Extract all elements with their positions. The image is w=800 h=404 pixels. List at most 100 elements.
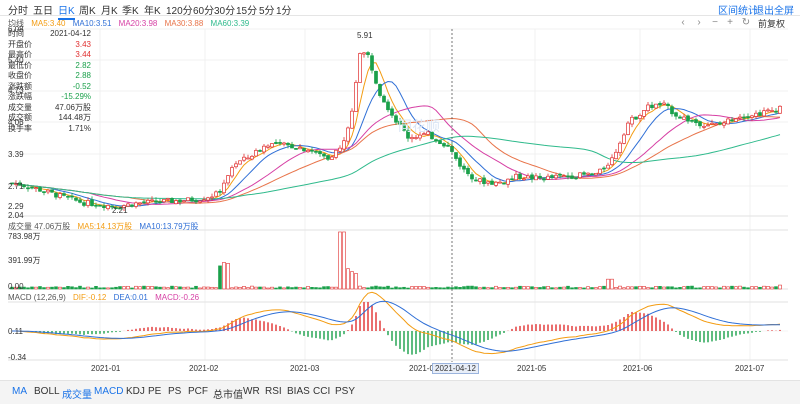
tab-macd[interactable]: MACD bbox=[94, 386, 124, 397]
x-tick-jul: 2021-07 bbox=[735, 364, 765, 373]
candle-body bbox=[486, 181, 490, 184]
candle-body bbox=[510, 178, 514, 181]
adjust-mode-button[interactable]: 前复权 bbox=[758, 19, 786, 29]
tab-volume[interactable]: 成交量 bbox=[62, 390, 92, 401]
volume-bar bbox=[726, 286, 730, 290]
volume-legend: 成交量 47.06万股 MA5:14.13万股 MA10:13.79万股 bbox=[8, 221, 204, 232]
x-tick-jun: 2021-06 bbox=[623, 364, 653, 373]
candle-body bbox=[246, 157, 250, 160]
candle-body bbox=[14, 183, 18, 185]
candle-body bbox=[162, 198, 166, 203]
volume-bar bbox=[738, 285, 742, 290]
range-stats-link[interactable]: 区间统计 bbox=[718, 6, 758, 17]
candle-body bbox=[310, 149, 314, 152]
candle-body bbox=[86, 200, 90, 206]
candle-body bbox=[762, 110, 766, 117]
volume-bar bbox=[182, 286, 186, 290]
x-tick-feb: 2021-02 bbox=[189, 364, 219, 373]
candle-body bbox=[506, 178, 510, 185]
tab-boll[interactable]: BOLL bbox=[34, 386, 60, 397]
candle-body bbox=[666, 103, 670, 106]
tab-yearly-k[interactable]: 年K bbox=[144, 6, 161, 17]
volume-bar bbox=[226, 263, 230, 290]
tab-ps[interactable]: PS bbox=[168, 386, 182, 397]
period-tabbar: 分时 五日 日K 周K 月K 季K 年K 120分 60分 30分 15分 5分… bbox=[0, 0, 800, 20]
candle-body bbox=[590, 173, 594, 176]
chevron-left-icon[interactable]: ‹ bbox=[681, 17, 685, 28]
tab-bias[interactable]: BIAS bbox=[287, 386, 310, 397]
tab-rsi[interactable]: RSI bbox=[265, 386, 282, 397]
macd-legend: MACD (12,26,9) DIF:-0.12 DEA:0.01 MACD:-… bbox=[8, 293, 204, 302]
volume-bar bbox=[502, 287, 506, 290]
chevron-right-icon[interactable]: › bbox=[697, 17, 701, 28]
candle-body bbox=[554, 174, 558, 179]
tab-pe[interactable]: PE bbox=[148, 386, 162, 397]
tab-15min[interactable]: 15分 bbox=[236, 6, 258, 17]
candle-body bbox=[542, 178, 546, 181]
tab-pcf[interactable]: PCF bbox=[188, 386, 208, 397]
volume-bar bbox=[754, 286, 758, 290]
tab-30min[interactable]: 30分 bbox=[214, 6, 236, 17]
candle-body bbox=[138, 202, 142, 205]
volume-bar bbox=[598, 286, 602, 290]
tab-5min[interactable]: 5分 bbox=[259, 6, 275, 17]
candle-body bbox=[522, 178, 526, 181]
x-tick-jan: 2021-01 bbox=[91, 364, 121, 373]
tab-daily-k[interactable]: 日K bbox=[58, 2, 75, 20]
kline-chart[interactable] bbox=[0, 0, 800, 380]
tab-five-day[interactable]: 五日 bbox=[33, 6, 53, 17]
tab-monthly-k[interactable]: 月K bbox=[101, 6, 118, 17]
info-row-volume: 成交量 47.06万股 bbox=[8, 102, 91, 112]
volume-bar bbox=[630, 286, 634, 290]
tab-cci[interactable]: CCI bbox=[313, 386, 331, 397]
candle-body bbox=[178, 199, 182, 203]
tab-market-cap[interactable]: 总市值 bbox=[213, 390, 243, 401]
candle-body bbox=[98, 204, 102, 207]
ma-line bbox=[12, 80, 781, 207]
tab-120min[interactable]: 120分 bbox=[166, 6, 193, 17]
refresh-icon[interactable]: ↻ bbox=[741, 17, 751, 28]
tab-wr[interactable]: WR bbox=[243, 386, 260, 397]
candle-body bbox=[530, 174, 534, 180]
main-chart-title: 均线 bbox=[8, 19, 24, 28]
volume-bar bbox=[426, 286, 430, 290]
candle-body bbox=[454, 152, 458, 159]
tab-kdj[interactable]: KDJ bbox=[126, 386, 145, 397]
candle-body bbox=[646, 104, 650, 112]
candle-body bbox=[242, 156, 246, 161]
candle-body bbox=[170, 198, 174, 203]
volume-bar bbox=[318, 287, 322, 290]
y-tick-3: 4.73 bbox=[8, 86, 24, 95]
volume-bar bbox=[94, 286, 98, 290]
tab-quarterly-k[interactable]: 季K bbox=[122, 6, 139, 17]
volume-bar bbox=[394, 286, 398, 290]
zoom-in-icon[interactable]: + bbox=[727, 17, 733, 28]
volume-bar bbox=[342, 231, 346, 290]
volume-bar bbox=[322, 286, 326, 290]
volume-bar bbox=[130, 287, 134, 290]
candle-body bbox=[302, 147, 306, 152]
volume-bar bbox=[90, 287, 94, 290]
exit-fullscreen-link[interactable]: 退出全屏 bbox=[754, 6, 794, 17]
tab-1min[interactable]: 1分 bbox=[276, 6, 292, 17]
candle-body bbox=[134, 202, 138, 207]
tab-weekly-k[interactable]: 周K bbox=[79, 6, 96, 17]
volume-bar bbox=[270, 286, 274, 290]
candle-body bbox=[250, 155, 254, 160]
zoom-out-icon[interactable]: − bbox=[712, 17, 718, 28]
info-row-close: 收盘价 2.88 bbox=[8, 71, 91, 80]
volume-title: 成交量 47.06万股 bbox=[8, 222, 71, 231]
volume-bar bbox=[482, 286, 486, 290]
tab-60min[interactable]: 60分 bbox=[193, 6, 215, 17]
candle-body bbox=[494, 181, 498, 186]
candle-body bbox=[550, 175, 554, 178]
tab-ma[interactable]: MA bbox=[12, 386, 27, 397]
tab-psy[interactable]: PSY bbox=[335, 386, 356, 397]
candle-body bbox=[626, 122, 630, 135]
candle-body bbox=[270, 143, 274, 148]
tab-timeshare[interactable]: 分时 bbox=[8, 6, 28, 17]
candle-body bbox=[358, 53, 362, 83]
candle-body bbox=[614, 151, 618, 160]
candle-body bbox=[22, 184, 26, 188]
candle-body bbox=[378, 84, 382, 96]
